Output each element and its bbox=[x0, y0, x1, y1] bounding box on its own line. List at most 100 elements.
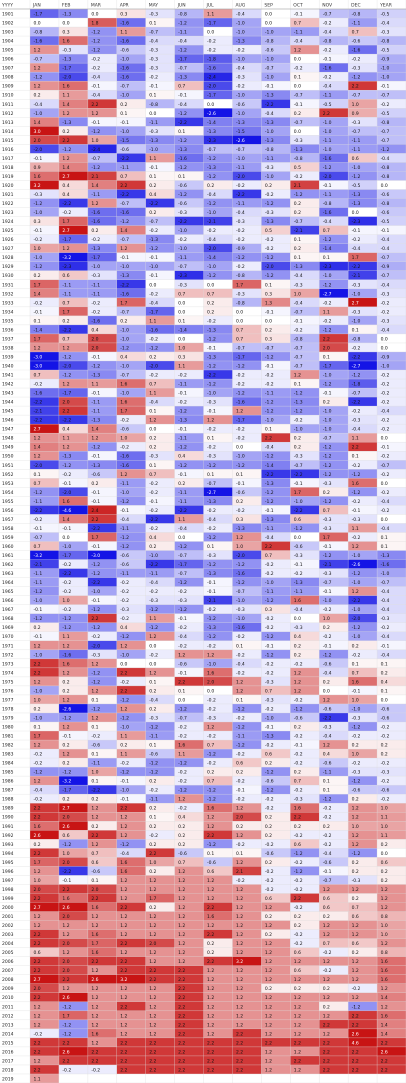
cell-value-label: -2.2 bbox=[120, 156, 129, 162]
cell-value-label: 1.1 bbox=[178, 517, 185, 523]
heat-cell-1940-oct bbox=[290, 360, 320, 371]
row-label-background bbox=[0, 306, 30, 316]
cell-value-label: 1.2 bbox=[236, 409, 243, 415]
heat-cell-1909-dec bbox=[348, 81, 378, 91]
heat-cell-1912-aug bbox=[232, 108, 262, 118]
heat-cell-1974-nov bbox=[319, 667, 349, 677]
row-label-background bbox=[0, 712, 30, 722]
heat-cell-2005-dec bbox=[348, 947, 378, 957]
cell-value-label: -0.2 bbox=[236, 652, 245, 658]
cell-value-label: -0.8 bbox=[294, 336, 303, 342]
cell-value-label: -2.3 bbox=[207, 138, 216, 144]
cell-value-label: -2.2 bbox=[91, 580, 100, 586]
heat-cell-1980-jul bbox=[203, 721, 233, 732]
cell-value-label: 2.7 bbox=[34, 905, 41, 911]
cell-value-label: -1.0 bbox=[323, 273, 332, 279]
cell-value-label: 0.6 bbox=[294, 950, 301, 956]
cell-value-label: 2.0 bbox=[34, 138, 41, 144]
cell-value-label: -0.1 bbox=[120, 120, 129, 126]
heat-cell-1982-jan bbox=[30, 740, 59, 750]
cell-value-label: -0.6 bbox=[323, 661, 332, 667]
cell-value-label: 0.2 bbox=[149, 210, 156, 216]
heat-cell-1921-may bbox=[145, 189, 175, 199]
cell-value-label: 2.2 bbox=[178, 1013, 185, 1019]
row-label-background bbox=[0, 379, 30, 389]
heat-cell-2003-apr bbox=[116, 929, 146, 939]
cell-value-label: -0.8 bbox=[352, 11, 361, 17]
cell-value-label: 0.4 bbox=[120, 625, 127, 631]
heat-cell-1957-year bbox=[377, 514, 406, 524]
cell-value-label: 2.2 bbox=[120, 670, 127, 676]
heat-cell-1926-jun bbox=[174, 234, 204, 244]
cell-value-label: 0.2 bbox=[207, 309, 214, 315]
cell-value-label: 1.2 bbox=[91, 715, 98, 721]
row-label-background bbox=[0, 613, 30, 623]
heat-cell-1947-apr bbox=[116, 424, 146, 434]
row-label-1942: 1942 bbox=[2, 382, 14, 388]
row-label-1934: 1934 bbox=[2, 309, 14, 315]
cell-value-label: -0.3 bbox=[236, 291, 245, 297]
cell-value-label: -0.4 bbox=[323, 670, 332, 676]
heat-cell-1902-sep bbox=[261, 18, 291, 28]
row-label-background bbox=[0, 740, 30, 750]
heat-cell-1970-aug bbox=[232, 631, 262, 641]
heat-cell-1916-nov bbox=[319, 144, 349, 154]
cell-value-label: 1.1 bbox=[62, 93, 69, 99]
heat-cell-1951-jun bbox=[174, 460, 204, 470]
cell-value-label: -1.2 bbox=[207, 174, 216, 180]
heat-cell-1986-jul bbox=[203, 776, 233, 786]
cell-value-label: -0.7 bbox=[381, 138, 390, 144]
heat-cell-1975-may bbox=[145, 676, 175, 686]
heat-cell-1966-dec bbox=[348, 595, 378, 605]
heat-cell-1933-oct bbox=[290, 297, 320, 307]
cell-value-label: -3.0 bbox=[34, 354, 43, 360]
cell-value-label: 0.1 bbox=[236, 697, 243, 703]
cell-value-label: -1.2 bbox=[91, 706, 100, 712]
heat-cell-1939-jun bbox=[174, 351, 204, 361]
heat-cell-1989-sep bbox=[261, 803, 291, 813]
cell-value-label: -1.3 bbox=[91, 463, 100, 469]
heat-cell-1979-may bbox=[145, 712, 175, 722]
cell-value-label: -0.1 bbox=[207, 580, 216, 586]
heat-cell-1940-dec bbox=[348, 360, 378, 371]
heat-cell-1952-feb bbox=[58, 469, 88, 479]
cell-value-label: -0.7 bbox=[178, 66, 187, 72]
cell-value-label: 1.2 bbox=[265, 905, 272, 911]
heat-cell-1922-nov bbox=[319, 198, 349, 208]
heat-cell-1923-oct bbox=[290, 207, 320, 217]
heat-cell-1901-year bbox=[377, 9, 406, 19]
cell-value-label: -0.2 bbox=[236, 842, 245, 848]
cell-value-label: 1.2 bbox=[294, 977, 301, 983]
row-label-1903: 1903 bbox=[2, 30, 14, 36]
cell-value-label: 2.7 bbox=[352, 300, 359, 306]
heat-cell-1988-jul bbox=[203, 794, 233, 804]
cell-value-label: -2.0 bbox=[323, 174, 332, 180]
heat-cell-1978-jul bbox=[203, 703, 233, 713]
heat-cell-1992-nov bbox=[319, 830, 349, 840]
heat-cell-2001-nov bbox=[319, 911, 349, 921]
heat-cell-2016-nov bbox=[319, 1046, 349, 1056]
cell-value-label: 1.2 bbox=[294, 688, 301, 694]
heat-cell-1973-aug bbox=[232, 658, 262, 668]
row-label-background bbox=[0, 153, 30, 163]
cell-value-label: 1.2 bbox=[236, 923, 243, 929]
cell-value-label: -1.3 bbox=[178, 147, 187, 153]
heat-cell-1975-sep bbox=[261, 676, 291, 686]
heat-cell-1929-aug bbox=[232, 261, 262, 271]
heat-cell-1963-apr bbox=[116, 568, 146, 578]
heat-cell-1981-mar bbox=[87, 731, 117, 741]
cell-value-label: 1.2 bbox=[178, 878, 185, 884]
cell-value-label: -1.2 bbox=[323, 553, 332, 559]
cell-value-label: -1.2 bbox=[62, 625, 71, 631]
heat-cell-1916-dec bbox=[348, 144, 378, 154]
heat-cell-1970-mar bbox=[87, 631, 117, 641]
cell-value-label: -0.2 bbox=[34, 1031, 43, 1037]
heat-cell-1989-jun bbox=[174, 803, 204, 813]
heat-cell-1954-apr bbox=[116, 487, 146, 497]
heat-cell-1923-feb bbox=[58, 207, 88, 217]
cell-value-label: -0.2 bbox=[381, 734, 390, 740]
cell-value-label: -1.6 bbox=[120, 21, 129, 27]
heat-cell-1969-feb bbox=[58, 622, 88, 632]
cell-value-label: -0.4 bbox=[91, 93, 100, 99]
